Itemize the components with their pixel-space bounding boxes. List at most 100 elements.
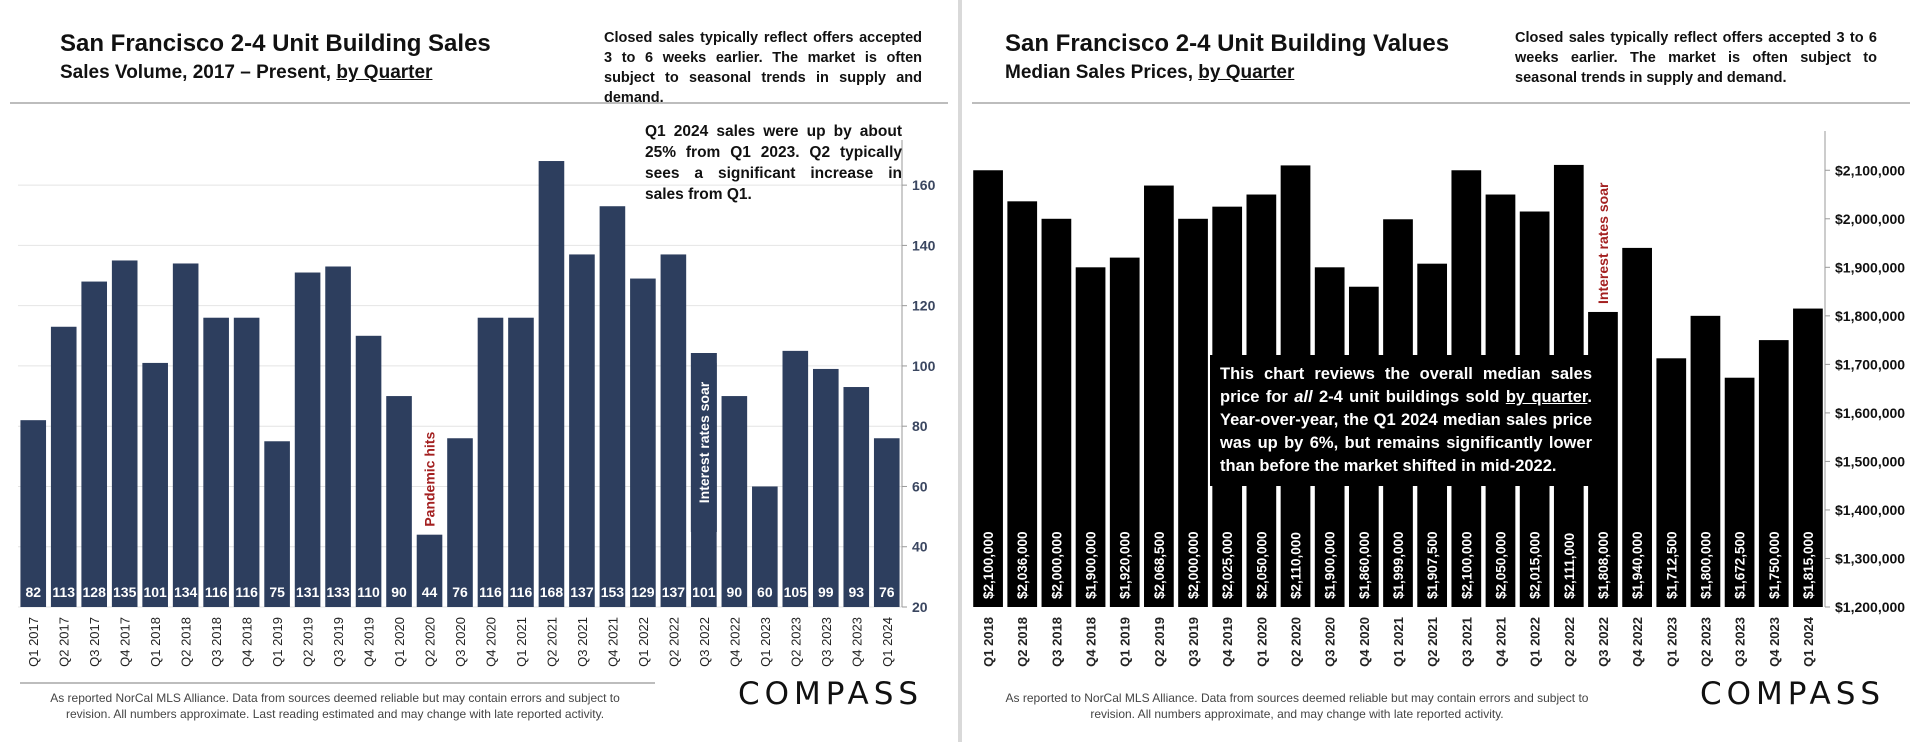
bar <box>538 161 565 607</box>
sales-volume-chart: 82 Q1 2017 113 Q2 2017 128 Q3 2017 135 Q4 2017 1… <box>18 140 936 667</box>
bar <box>50 326 77 607</box>
data-label: 116 <box>235 584 258 600</box>
category-label: Q3 2021 <box>1459 617 1474 667</box>
data-label: $2,000,000 <box>1049 531 1064 599</box>
compass-logo: COMPASS <box>738 676 924 712</box>
data-label: $1,920,000 <box>1118 531 1133 599</box>
data-label: 44 <box>422 584 438 600</box>
category-label: Q1 2022 <box>636 617 651 667</box>
footer-disclaimer: As reported to NorCal MLS Alliance. Data… <box>1005 691 1589 721</box>
y-tick-label: 20 <box>912 599 928 615</box>
bar <box>1758 340 1789 607</box>
data-label: $1,907,500 <box>1425 531 1440 599</box>
data-label: 137 <box>570 584 594 600</box>
bar <box>294 272 321 607</box>
page-title: San Francisco 2-4 Unit Building Values <box>1005 30 1450 57</box>
data-label: 101 <box>143 584 167 600</box>
category-label: Q1 2024 <box>1801 616 1816 667</box>
category-label: Q2 2019 <box>1152 617 1167 667</box>
data-label: 168 <box>540 584 564 600</box>
category-label: Q1 2021 <box>1391 617 1406 667</box>
median-price-panel: San Francisco 2-4 Unit Building Values M… <box>962 0 1920 742</box>
header-divider <box>10 102 948 104</box>
category-label: Q3 2023 <box>819 617 834 667</box>
category-label: Q4 2018 <box>240 617 255 667</box>
category-label: Q3 2018 <box>209 617 224 667</box>
data-label: 60 <box>757 584 773 600</box>
subtitle-prefix: Sales Volume, 2017 – Present, <box>60 62 337 83</box>
bar <box>20 420 47 607</box>
y-tick-label: 100 <box>912 358 936 374</box>
y-tick-label: 80 <box>912 418 928 434</box>
data-label: 116 <box>205 584 228 600</box>
bar <box>1793 308 1823 607</box>
y-tick-label: $2,100,000 <box>1835 162 1905 178</box>
category-label: Q1 2020 <box>1254 617 1269 667</box>
category-label: Q1 2018 <box>981 617 996 667</box>
data-label: 110 <box>357 584 380 600</box>
data-label: 137 <box>662 584 686 600</box>
bar <box>264 441 290 607</box>
data-label: 105 <box>784 584 808 600</box>
data-label: $1,815,000 <box>1801 531 1816 599</box>
annotation-label: Interest rates soar <box>1595 182 1611 304</box>
bar <box>873 438 900 607</box>
category-label: Q1 2020 <box>392 617 407 667</box>
category-label: Q2 2018 <box>179 617 194 667</box>
category-label: Q2 2021 <box>544 617 559 667</box>
y-tick-label: $1,500,000 <box>1835 453 1905 469</box>
footer-disclaimer: As reported NorCal MLS Alliance. Data fr… <box>50 691 620 721</box>
data-label: $2,036,000 <box>1015 531 1030 599</box>
category-label: Q4 2023 <box>849 617 864 667</box>
seasonal-note: Closed sales typically reflect offers ac… <box>604 30 922 106</box>
y-tick-label: $1,200,000 <box>1835 599 1905 615</box>
page-title: San Francisco 2-4 Unit Building Sales <box>60 30 491 57</box>
bar <box>142 362 168 607</box>
y-tick-label: $1,600,000 <box>1835 405 1905 421</box>
category-label: Q2 2019 <box>301 617 316 667</box>
bar <box>1007 201 1038 607</box>
subtitle-link: by Quarter <box>1198 62 1295 83</box>
category-label: Q3 2018 <box>1049 617 1064 667</box>
data-label: 76 <box>879 584 895 600</box>
data-label: 90 <box>391 584 407 600</box>
data-label: $1,900,000 <box>1323 531 1338 599</box>
data-label: $1,750,000 <box>1767 531 1782 599</box>
y-tick-label: 60 <box>912 478 928 494</box>
data-label: $1,999,000 <box>1391 531 1406 599</box>
bar <box>416 534 443 607</box>
category-label: Q2 2017 <box>57 617 72 667</box>
data-label: 93 <box>848 584 864 600</box>
bar <box>325 266 351 607</box>
category-label: Q1 2019 <box>270 617 285 667</box>
data-label: $1,940,000 <box>1630 531 1645 599</box>
data-label: $1,900,000 <box>1084 531 1099 599</box>
category-label: Q4 2023 <box>1767 617 1782 667</box>
compass-logo: COMPASS <box>1700 676 1886 712</box>
bar <box>1075 267 1106 607</box>
data-label: $2,100,000 <box>1459 531 1474 599</box>
category-label: Q2 2021 <box>1425 617 1440 667</box>
box-text-2: 2-4 unit buildings sold <box>1312 388 1506 406</box>
bar <box>752 486 778 607</box>
bar <box>1144 185 1174 607</box>
bar <box>233 317 260 607</box>
box-text-link: by quarter <box>1505 388 1588 406</box>
category-label: Q2 2023 <box>788 617 803 667</box>
data-label: $2,111,000 <box>1562 533 1577 599</box>
category-label: Q1 2022 <box>1528 617 1543 667</box>
bar <box>973 170 1003 607</box>
data-label: $1,808,000 <box>1596 531 1611 599</box>
category-label: Q4 2021 <box>605 617 620 667</box>
bar <box>172 263 199 607</box>
bar <box>782 350 809 607</box>
data-label: 90 <box>727 584 743 600</box>
category-label: Q3 2023 <box>1733 617 1748 667</box>
data-label: 101 <box>692 584 716 600</box>
category-label: Q3 2022 <box>1596 617 1611 667</box>
y-tick-label: 140 <box>912 237 936 253</box>
bar <box>1178 218 1208 607</box>
data-label: 131 <box>296 584 320 600</box>
data-label: $2,000,000 <box>1186 531 1201 599</box>
category-label: Q3 2017 <box>87 617 102 667</box>
